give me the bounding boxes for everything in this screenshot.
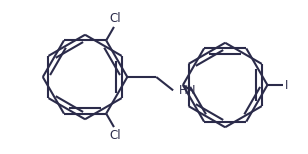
Text: HN: HN	[178, 84, 196, 97]
Text: I: I	[285, 79, 289, 91]
Text: Cl: Cl	[109, 129, 121, 142]
Text: Cl: Cl	[109, 12, 121, 25]
